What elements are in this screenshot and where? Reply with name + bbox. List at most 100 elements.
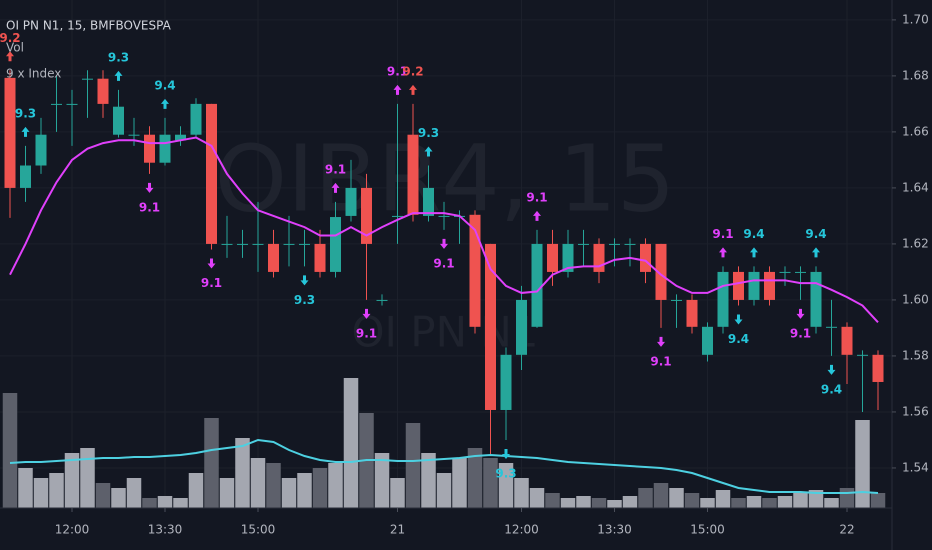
candle-body [810, 271, 822, 327]
y-tick-label: 1.58 [902, 348, 929, 362]
volume-bar [731, 498, 746, 508]
volume-bar [591, 498, 607, 508]
candle-body [237, 243, 248, 245]
volume-bar [684, 493, 700, 508]
arrow-down [440, 238, 448, 249]
arrow-up [750, 247, 758, 258]
annotations: 9.29.39.39.49.19.19.39.19.19.19.29.39.19… [0, 31, 842, 481]
arrow-up [533, 210, 541, 221]
candle-body [252, 243, 264, 245]
volume-bar [281, 478, 297, 508]
y-tick-label: 1.62 [902, 236, 929, 250]
y-tick-label: 1.56 [902, 404, 929, 418]
candle-body [20, 165, 31, 188]
volume-bar [343, 378, 359, 508]
volume-bar [715, 490, 731, 508]
candle-body [159, 134, 171, 163]
indicator-label: 9 x Index [6, 67, 61, 81]
candle-body [82, 78, 93, 80]
signal-label: 9.1 [526, 190, 547, 204]
candle-body [593, 243, 605, 272]
y-tick-label: 1.68 [902, 68, 929, 82]
volume-bar [297, 473, 312, 508]
volume-bar [839, 488, 855, 508]
watermark: OIBR4, 15 [215, 125, 676, 232]
volume-bar [2, 393, 18, 508]
volume-bar [793, 493, 808, 508]
volume-bar [576, 496, 591, 508]
volume-bar [204, 418, 219, 508]
candle-body [283, 243, 295, 245]
x-tick-label: 15:00 [241, 523, 276, 537]
signal-label: 9.3 [108, 50, 129, 64]
signal-label: 9.4 [805, 227, 826, 241]
candle-body [345, 187, 357, 216]
signal-label: 9.1 [325, 162, 346, 176]
arrow-down [734, 314, 743, 325]
volume-bar [64, 453, 80, 508]
candle-body [826, 326, 837, 328]
candle-body [190, 103, 202, 135]
price-pane [4, 70, 884, 454]
indicator-label: Vol [6, 41, 24, 55]
volume-bar [669, 488, 684, 508]
candle-body [624, 243, 636, 245]
candle-body [66, 103, 78, 105]
signal-label: 9.4 [821, 382, 842, 396]
candle-body [423, 187, 434, 216]
volume-bar [405, 423, 421, 508]
moving-average-line [9, 136, 879, 324]
candle-body [733, 271, 744, 300]
candle-body [531, 243, 543, 327]
volume-bar [622, 496, 638, 508]
candle-body [299, 243, 310, 245]
arrow-up [6, 51, 14, 62]
x-tick-label: 12:00 [504, 523, 539, 537]
volume-bar [421, 453, 436, 508]
arrow-up [719, 247, 727, 258]
candle-body [516, 299, 527, 355]
volume-bar [514, 478, 529, 508]
signal-label: 9.1 [387, 64, 408, 78]
candle-body [485, 243, 496, 410]
volume-bar [142, 498, 157, 508]
volume-bar [49, 473, 64, 508]
arrow-down [207, 258, 216, 269]
y-tick-label: 1.70 [902, 12, 929, 26]
candle-body [51, 103, 62, 105]
signal-label: 9.3 [418, 126, 439, 140]
candle-body [221, 243, 233, 245]
signal-label: 9.1 [201, 276, 222, 290]
candle-body [547, 243, 558, 272]
candle-body [841, 326, 853, 355]
arrow-down [657, 336, 665, 347]
volume-bar [762, 498, 777, 508]
arrow-up [812, 247, 820, 258]
volume-bar [870, 493, 886, 508]
x-tick-label: 22 [839, 523, 854, 537]
candle-body [872, 354, 884, 382]
volume-bar [33, 478, 49, 508]
arrow-down [796, 308, 805, 319]
arrow-down [827, 364, 836, 375]
volume-bar [529, 488, 545, 508]
volume-ma-line [9, 438, 879, 494]
volume-bar [653, 483, 669, 508]
arrow-down [362, 308, 371, 319]
arrow-up [409, 84, 417, 95]
arrow-up [424, 146, 433, 157]
candle-body [748, 271, 760, 300]
signal-label: 9.2 [0, 31, 21, 45]
volume-bar [452, 458, 467, 508]
candle-body [764, 271, 775, 300]
candle-body [268, 243, 279, 272]
volume-bar [824, 498, 839, 508]
arrow-down [300, 275, 309, 286]
signal-label: 9.1 [433, 256, 454, 270]
volume-bar [808, 490, 824, 508]
volume-bar [266, 463, 281, 508]
signal-label: 9.3 [294, 293, 315, 307]
volume-bar [18, 468, 33, 508]
volume-bar [498, 463, 514, 508]
candle-body [702, 326, 713, 355]
